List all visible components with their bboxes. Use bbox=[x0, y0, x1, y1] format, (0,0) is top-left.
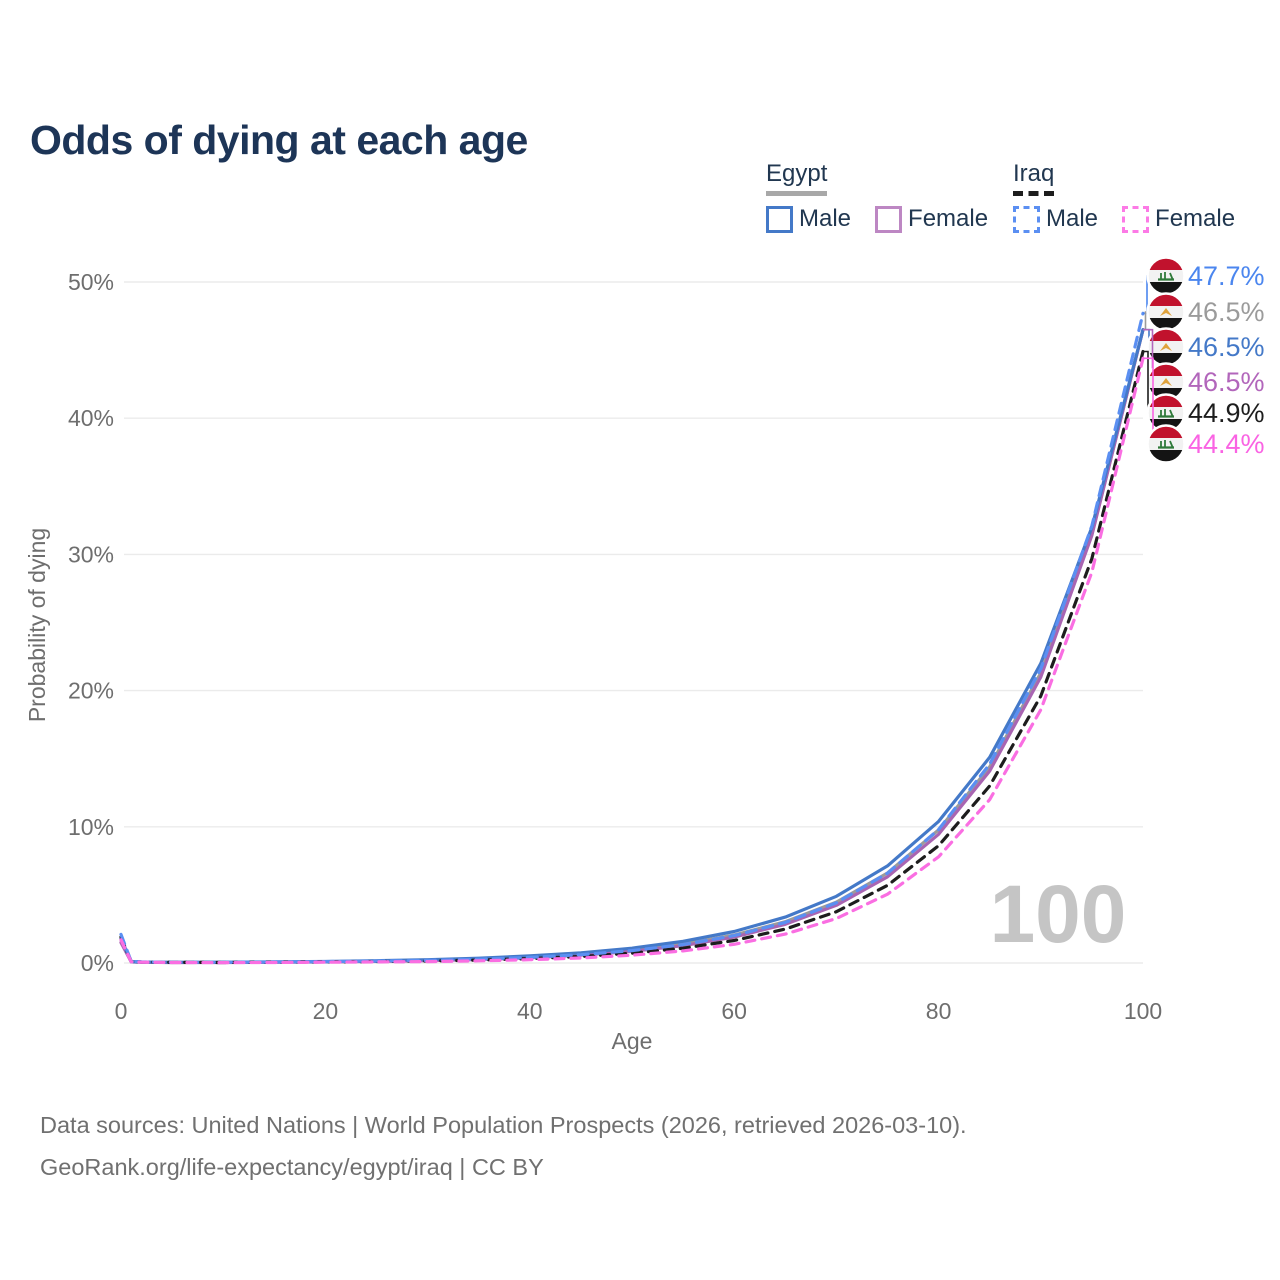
y-tick-label: 20% bbox=[68, 678, 114, 704]
series-line-egypt-both-sexes[interactable] bbox=[119, 328, 1145, 965]
x-tick-label: 60 bbox=[721, 998, 747, 1024]
y-tick-label: 40% bbox=[68, 405, 114, 431]
series-line-egypt-male[interactable] bbox=[119, 328, 1145, 964]
legend-group-iraq: Iraq Male Female bbox=[1013, 160, 1235, 233]
y-tick-label: 50% bbox=[68, 269, 114, 295]
end-label-value: 46.5% bbox=[1188, 367, 1265, 397]
y-axis-title: Probability of dying bbox=[24, 528, 50, 722]
legend-items-egypt: Male Female bbox=[766, 205, 988, 233]
legend-label-egypt-male: Male bbox=[799, 205, 852, 232]
legend-item-iraq-female[interactable]: Female bbox=[1122, 205, 1235, 233]
x-tick-label: 80 bbox=[926, 998, 952, 1024]
x-tick-label: 20 bbox=[313, 998, 339, 1024]
legend-country-egypt[interactable]: Egypt bbox=[766, 160, 828, 196]
y-tick-label: 30% bbox=[68, 541, 114, 567]
iraq-female-swatch-icon bbox=[1122, 205, 1150, 233]
x-axis-title: Age bbox=[612, 1028, 653, 1054]
legend-label-iraq-male: Male bbox=[1046, 205, 1099, 232]
footer-attribution-link: GeoRank.org/life-expectancy/egypt/iraq |… bbox=[40, 1154, 544, 1180]
legend-country-iraq[interactable]: Iraq bbox=[1013, 160, 1055, 196]
series-line-iraq-male[interactable] bbox=[119, 311, 1145, 964]
egypt-male-swatch-icon bbox=[766, 205, 793, 233]
iraq-male-swatch-icon bbox=[1013, 205, 1040, 233]
y-tick-label: 0% bbox=[81, 950, 114, 976]
y-tick-label: 10% bbox=[68, 814, 114, 840]
page-title: Odds of dying at each age bbox=[30, 117, 528, 164]
legend-item-iraq-male[interactable]: Male bbox=[1013, 205, 1098, 233]
series-line-egypt-female[interactable] bbox=[119, 328, 1145, 965]
end-label-value: 47.7% bbox=[1188, 261, 1265, 291]
x-tick-label: 40 bbox=[517, 998, 543, 1024]
legend-group-egypt: Egypt Male Female bbox=[766, 160, 988, 233]
end-label-value: 46.5% bbox=[1188, 297, 1265, 327]
age-cursor-watermark: 100 bbox=[990, 869, 1127, 960]
end-label-value: 46.5% bbox=[1188, 332, 1265, 362]
legend-label-egypt-female: Female bbox=[908, 205, 989, 232]
x-tick-label: 100 bbox=[1124, 998, 1162, 1024]
legend-item-egypt-male[interactable]: Male bbox=[766, 205, 851, 233]
footer-data-sources: Data sources: United Nations | World Pop… bbox=[40, 1112, 967, 1138]
end-label-value: 44.4% bbox=[1188, 429, 1265, 459]
series-line-iraq-female[interactable] bbox=[119, 356, 1145, 965]
x-tick-label: 0 bbox=[115, 998, 128, 1024]
end-label-value: 44.9% bbox=[1188, 398, 1265, 428]
footer: Data sources: United Nations | World Pop… bbox=[40, 1104, 967, 1188]
legend-items-iraq: Male Female bbox=[1013, 205, 1235, 233]
legend-item-egypt-female[interactable]: Female bbox=[875, 205, 988, 233]
legend-label-iraq-female: Female bbox=[1155, 205, 1236, 232]
egypt-female-swatch-icon bbox=[875, 205, 903, 233]
flag-ring bbox=[1146, 424, 1186, 464]
